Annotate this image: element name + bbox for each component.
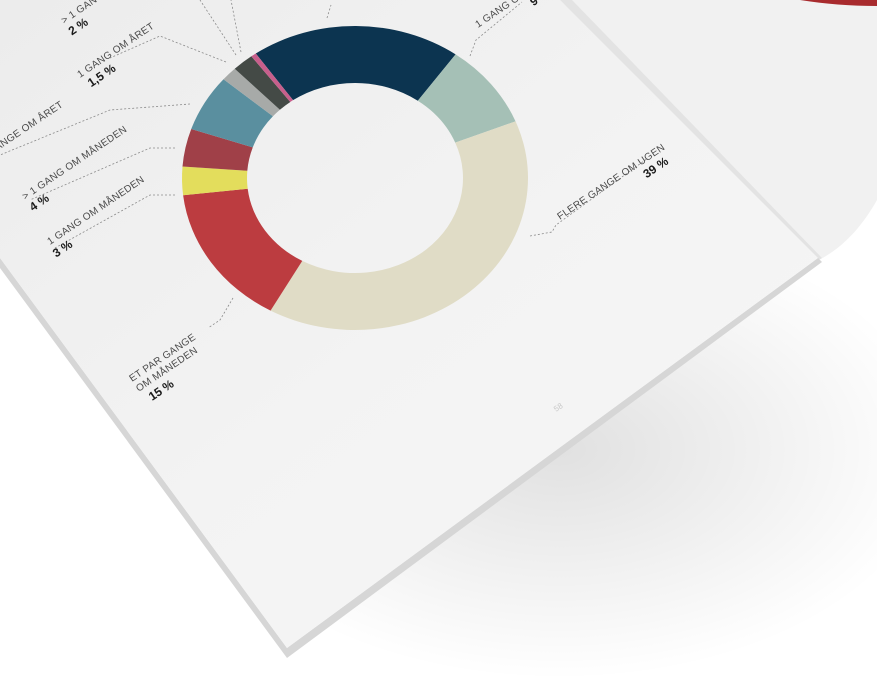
leader-lines [0,0,649,329]
red-object [800,0,877,6]
donut-slice-gray [223,68,280,117]
donut-slice-red [183,188,303,311]
leader-line-maaneden-1 [54,194,175,249]
donut-slice-sage [417,54,516,143]
donut-slice-navy [255,25,456,101]
donut-chart [182,25,528,331]
label-percent: 9 % [527,0,552,9]
donut-slice-darkgray [234,56,291,110]
leader-line-pink [230,0,242,53]
donut-slice-maroon [182,128,253,171]
donut-slice-yellow [182,166,248,196]
donut-slice-teal [191,79,273,148]
donut-slice-pink [251,53,294,102]
donut-slice-beige [270,121,528,331]
leader-line-ugen [469,1,523,57]
leader-line-par-maaneden [207,297,234,329]
leader-line-flere-aaret [0,103,191,156]
leader-line-over-gang [199,0,237,56]
leader-line-over-maaneden [29,147,175,201]
right-page [560,0,877,262]
